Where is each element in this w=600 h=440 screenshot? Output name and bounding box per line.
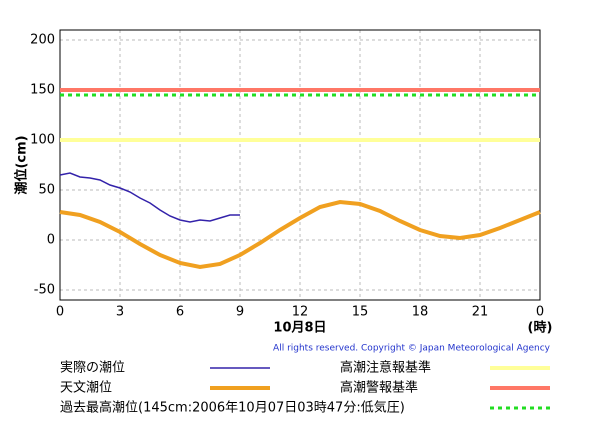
legend-label: 実際の潮位 bbox=[60, 360, 125, 376]
x-axis-label: 10月8日 bbox=[273, 321, 326, 336]
y-tick-label: 200 bbox=[30, 33, 55, 48]
x-axis-unit: (時) bbox=[528, 320, 553, 336]
copyright: All rights reserved. Copyright © Japan M… bbox=[273, 344, 551, 354]
series-line bbox=[59, 172, 240, 223]
x-tick-label: 0 bbox=[536, 305, 544, 320]
x-tick-label: 12 bbox=[292, 305, 309, 320]
x-tick-label: 0 bbox=[56, 305, 64, 320]
y-axis-label: 潮位(cm) bbox=[14, 135, 30, 194]
y-tick-label: -50 bbox=[34, 283, 55, 298]
x-tick-label: 3 bbox=[116, 305, 124, 320]
legend-label: 過去最高潮位(145cm:2006年10月07日03時47分:低気圧) bbox=[60, 400, 405, 416]
x-tick-label: 6 bbox=[176, 305, 184, 320]
x-tick-label: 9 bbox=[236, 305, 244, 320]
x-tick-label: 21 bbox=[472, 305, 489, 320]
y-tick-label: 0 bbox=[47, 233, 55, 248]
plot-frame bbox=[59, 29, 541, 301]
x-tick-label: 18 bbox=[412, 305, 429, 320]
y-tick-label: 150 bbox=[30, 83, 55, 98]
y-tick-label: 100 bbox=[30, 133, 55, 148]
x-tick-label: 15 bbox=[352, 305, 369, 320]
legend-label: 高潮注意報基準 bbox=[340, 360, 431, 376]
series-line bbox=[59, 199, 541, 270]
legend-label: 高潮警報基準 bbox=[340, 380, 418, 396]
legend-label: 天文潮位 bbox=[60, 381, 112, 396]
y-tick-label: 50 bbox=[38, 183, 55, 198]
